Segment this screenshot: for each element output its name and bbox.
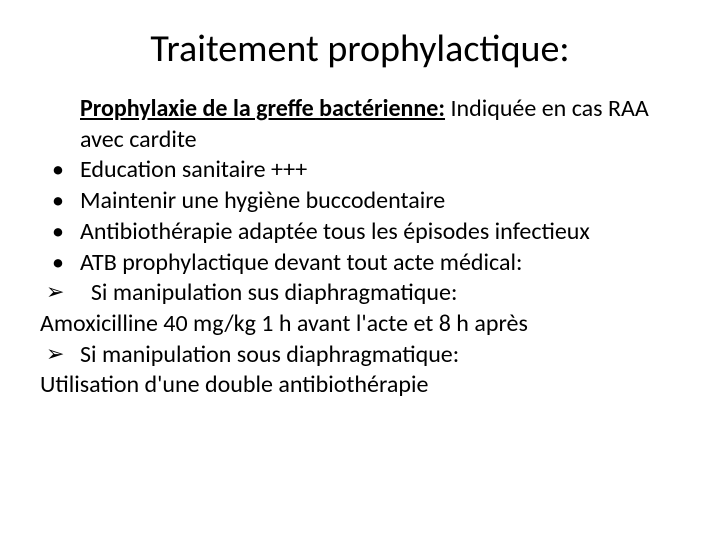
arrow-item: Si manipulation sus diaphragmatique:: [40, 278, 680, 309]
slide: Traitement prophylactique: Prophylaxie d…: [0, 0, 720, 540]
lead-paragraph: Prophylaxie de la greffe bactérienne: In…: [40, 94, 680, 155]
lead-underline: Prophylaxie de la greffe bactérienne:: [80, 94, 445, 123]
detail-line: Utilisation d'une double antibiothérapie: [40, 370, 680, 401]
arrow-text: Si manipulation sous diaphragmatique:: [80, 340, 459, 369]
bullet-item: Education sanitaire +++: [40, 155, 680, 186]
detail-line: Amoxicilline 40 mg/kg 1 h avant l'acte e…: [40, 309, 680, 340]
bullet-item: Antibiothérapie adaptée tous les épisode…: [40, 217, 680, 248]
bullet-item: ATB prophylactique devant tout acte médi…: [40, 248, 680, 279]
slide-title: Traitement prophylactique:: [40, 26, 680, 72]
bullet-item: Maintenir une hygiène buccodentaire: [40, 186, 680, 217]
arrow-text: Si manipulation sus diaphragmatique:: [91, 278, 458, 307]
arrow-item: Si manipulation sous diaphragmatique:: [40, 340, 680, 371]
slide-body: Prophylaxie de la greffe bactérienne: In…: [40, 94, 680, 401]
